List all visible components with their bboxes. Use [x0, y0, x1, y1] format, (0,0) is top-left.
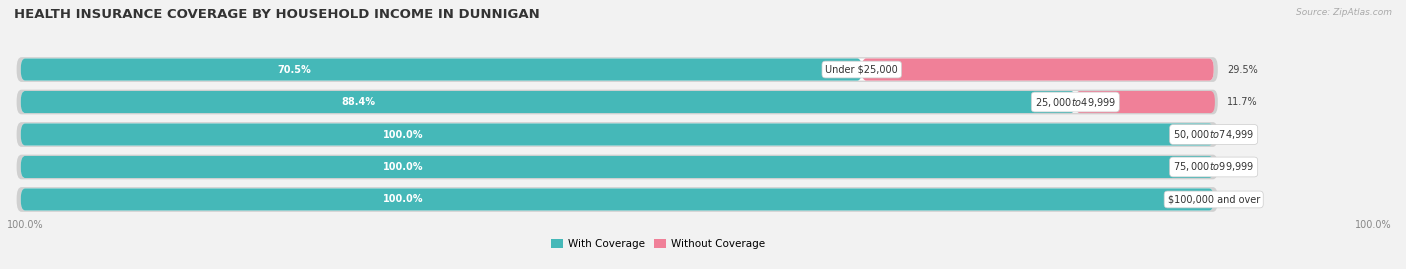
- FancyBboxPatch shape: [17, 90, 1218, 114]
- FancyBboxPatch shape: [21, 188, 1213, 211]
- FancyBboxPatch shape: [21, 91, 1076, 113]
- Text: 70.5%: 70.5%: [277, 65, 311, 75]
- FancyBboxPatch shape: [21, 58, 862, 81]
- FancyBboxPatch shape: [17, 155, 1218, 179]
- FancyBboxPatch shape: [21, 156, 1213, 178]
- Text: 11.7%: 11.7%: [1227, 97, 1258, 107]
- FancyBboxPatch shape: [21, 123, 1213, 146]
- Text: $25,000 to $49,999: $25,000 to $49,999: [1035, 95, 1116, 108]
- Text: Under $25,000: Under $25,000: [825, 65, 898, 75]
- FancyBboxPatch shape: [17, 187, 1218, 212]
- FancyBboxPatch shape: [21, 188, 1213, 211]
- Text: 88.4%: 88.4%: [342, 97, 375, 107]
- FancyBboxPatch shape: [21, 156, 1213, 178]
- Text: 100.0%: 100.0%: [1355, 220, 1392, 230]
- FancyBboxPatch shape: [17, 122, 1218, 147]
- FancyBboxPatch shape: [21, 58, 1213, 81]
- Text: 0.0%: 0.0%: [1227, 129, 1251, 140]
- FancyBboxPatch shape: [17, 57, 1218, 82]
- Legend: With Coverage, Without Coverage: With Coverage, Without Coverage: [547, 235, 769, 253]
- FancyBboxPatch shape: [1076, 91, 1215, 113]
- Text: 100.0%: 100.0%: [382, 162, 423, 172]
- FancyBboxPatch shape: [862, 58, 1213, 81]
- Text: $100,000 and over: $100,000 and over: [1167, 194, 1260, 204]
- Text: 0.0%: 0.0%: [1227, 162, 1251, 172]
- Text: $75,000 to $99,999: $75,000 to $99,999: [1173, 161, 1254, 174]
- FancyBboxPatch shape: [21, 123, 1213, 146]
- Text: 100.0%: 100.0%: [382, 194, 423, 204]
- Text: 100.0%: 100.0%: [382, 129, 423, 140]
- FancyBboxPatch shape: [21, 91, 1213, 113]
- Text: $50,000 to $74,999: $50,000 to $74,999: [1173, 128, 1254, 141]
- Text: Source: ZipAtlas.com: Source: ZipAtlas.com: [1296, 8, 1392, 17]
- Text: 29.5%: 29.5%: [1227, 65, 1258, 75]
- Text: 100.0%: 100.0%: [7, 220, 44, 230]
- Text: HEALTH INSURANCE COVERAGE BY HOUSEHOLD INCOME IN DUNNIGAN: HEALTH INSURANCE COVERAGE BY HOUSEHOLD I…: [14, 8, 540, 21]
- Text: 0.0%: 0.0%: [1227, 194, 1251, 204]
